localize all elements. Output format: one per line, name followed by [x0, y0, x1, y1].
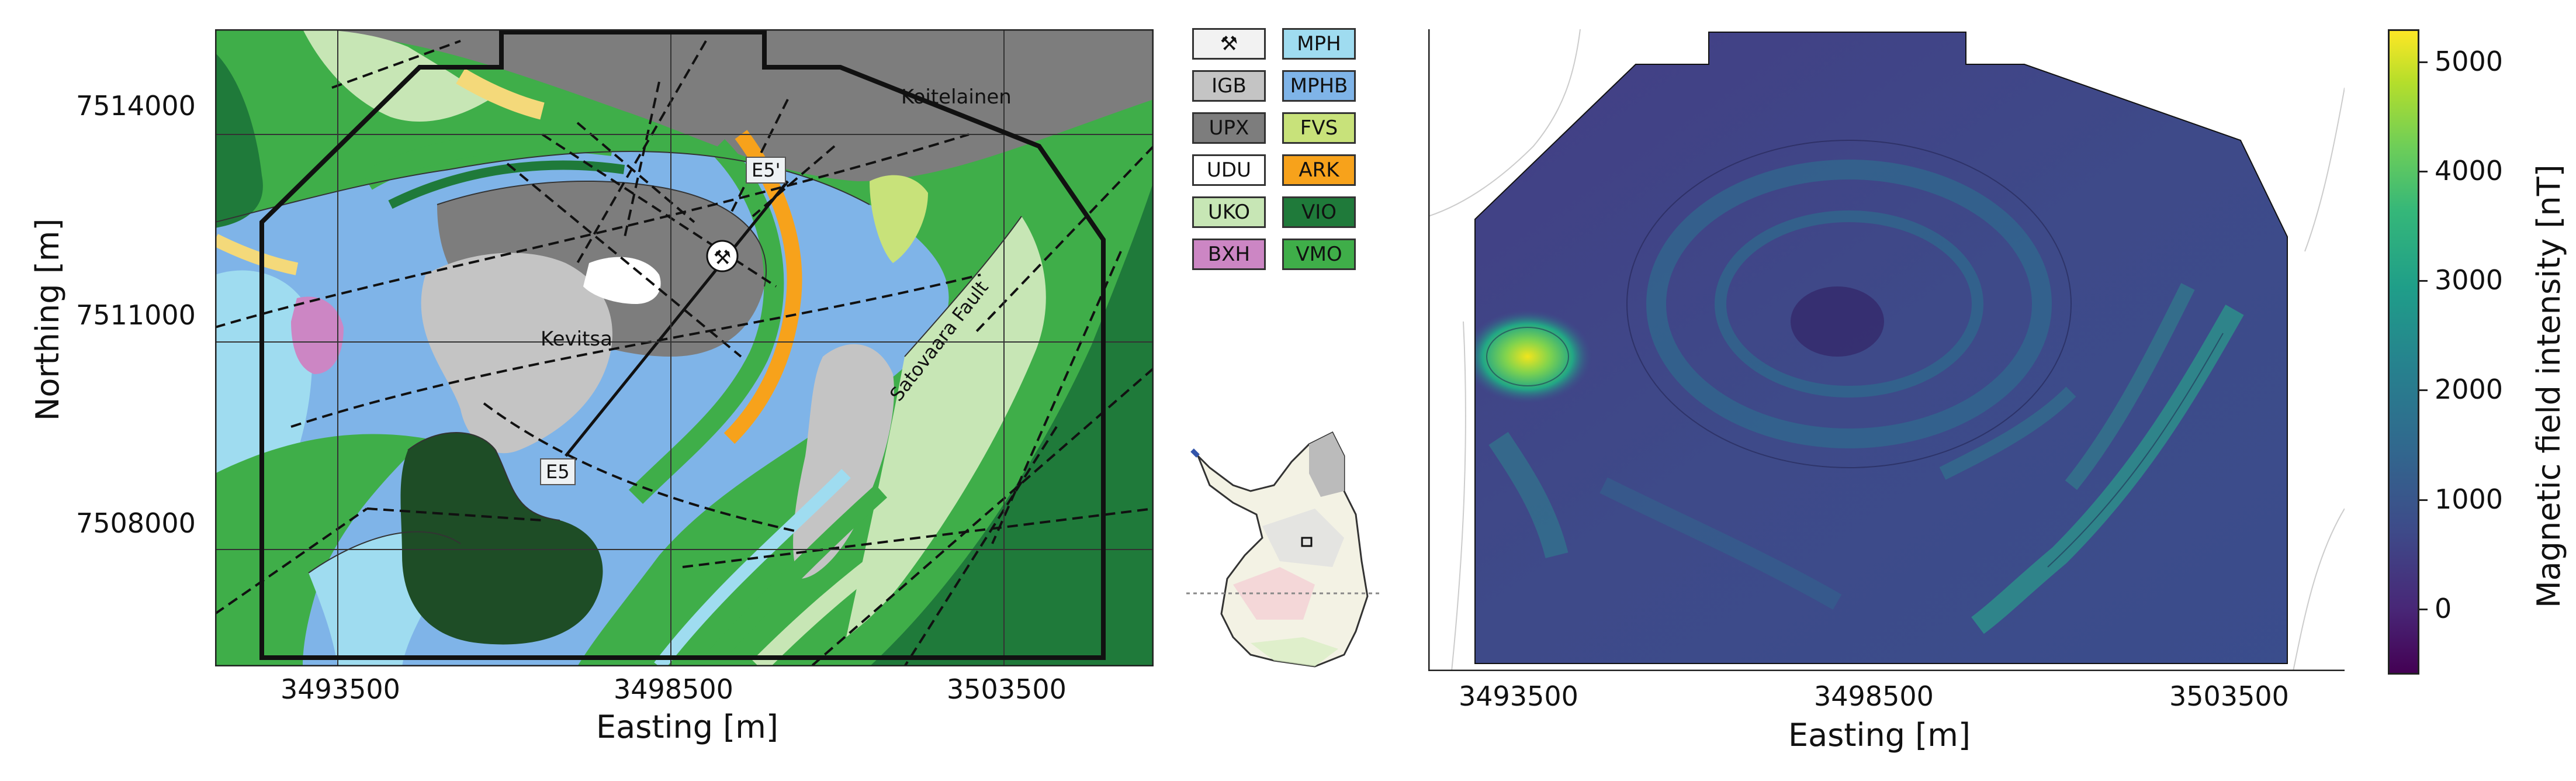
colorbar-tick-label: 1000 — [2435, 483, 2504, 515]
geology-y-tick: 7511000 — [76, 299, 196, 331]
geology-y-tick: 7508000 — [76, 507, 196, 539]
magnetic-survey-boundary — [1474, 32, 2288, 664]
unit-yellow-strip — [456, 68, 545, 120]
legend-item-upx: UPX — [1192, 112, 1266, 144]
fault-lines — [215, 40, 1154, 666]
magnetic-map — [1428, 29, 2345, 671]
magnetic-field-surface — [1475, 32, 2287, 663]
unit-uko-strip — [752, 542, 899, 666]
finland-region-green — [1251, 637, 1338, 666]
legend-item-ark: ARK — [1282, 154, 1356, 186]
colorbar-tick-mark — [2419, 280, 2428, 282]
geology-x-tick: 3503500 — [947, 673, 1067, 705]
colorbar-tick-mark — [2419, 389, 2428, 392]
unit-vmo-strip — [699, 484, 888, 666]
legend-item-igb: IGB — [1192, 70, 1266, 102]
legend: ⚒ MPH IGB MPHB UPX FVS UDU ARK UKO VIO BXH VMO — [1192, 28, 1362, 285]
legend-item-mphb: MPHB — [1282, 70, 1356, 102]
geology-x-axis-title: Easting [m] — [596, 709, 778, 745]
finland-region-pink — [1233, 567, 1315, 620]
unit-vmo-belt — [215, 434, 425, 666]
geology-x-tick: 3498500 — [614, 673, 733, 705]
svg-text:⚒: ⚒ — [714, 246, 731, 269]
legend-item-uko: UKO — [1192, 196, 1266, 228]
unit-vio-nw — [215, 53, 263, 228]
label-e5: E5 — [540, 458, 576, 485]
unit-yellow-strip-west — [215, 234, 299, 275]
unit-igb-east — [793, 344, 894, 579]
study-area-marker — [1301, 537, 1313, 547]
legend-item-vio: VIO — [1282, 196, 1356, 228]
colorbar-tick-mark — [2419, 499, 2428, 501]
colorbar-tick-label: 0 — [2435, 592, 2452, 624]
colorbar-tick-mark — [2419, 61, 2428, 64]
study-area-boundary — [259, 30, 1106, 660]
unit-fvs — [870, 175, 928, 263]
unit-mph-strip — [654, 469, 851, 666]
magnetic-x-tick: 3503500 — [2169, 680, 2289, 712]
mine-icon: ⚒ — [706, 240, 739, 272]
label-kevitsa: Kevitsa — [541, 327, 612, 351]
colorbar-tick-label: 2000 — [2435, 374, 2504, 406]
colorbar — [2388, 29, 2419, 675]
colorbar-label: Magnetic field intensity [nT] — [2530, 164, 2567, 608]
unit-vio-main — [400, 433, 603, 645]
map-gridlines — [215, 29, 1154, 666]
unit-udu — [583, 257, 661, 304]
colorbar-tick-label: 3000 — [2435, 264, 2504, 296]
legend-item-mph: MPH — [1282, 28, 1356, 60]
colorbar-tick-mark — [2419, 171, 2428, 173]
colorbar-tick-mark — [2419, 608, 2428, 610]
legend-item-fvs: FVS — [1282, 112, 1356, 144]
unit-vmo-ring — [362, 132, 614, 190]
label-koitelainen: Koitelainen — [901, 85, 1012, 109]
finland-region-grey — [1309, 433, 1344, 497]
background-lines — [1428, 29, 2345, 671]
unit-vio-se — [870, 181, 1154, 666]
colorbar-tick-label: 5000 — [2435, 46, 2504, 78]
label-e5-prime: E5' — [746, 157, 787, 184]
mine-icon: ⚒ — [1192, 28, 1266, 60]
geology-y-tick: 7514000 — [76, 90, 196, 122]
unit-uko-north — [303, 29, 490, 122]
geology-x-tick: 3493500 — [281, 673, 400, 705]
unit-uko — [846, 216, 1046, 637]
geology-y-axis-title: Northing [m] — [29, 218, 66, 421]
magnetic-x-tick: 3493500 — [1459, 680, 1578, 712]
unit-vmo-ring — [628, 139, 784, 504]
legend-item-bxh: BXH — [1192, 239, 1266, 270]
finland-northwest-arm — [1190, 448, 1200, 458]
magnetic-x-axis-title: Easting [m] — [1788, 717, 1971, 754]
geology-map: ⚒ — [215, 29, 1154, 666]
finland-inset-map — [1186, 431, 1379, 668]
unit-igb — [421, 253, 612, 454]
colorbar-tick-label: 4000 — [2435, 155, 2504, 187]
section-line-e5 — [565, 180, 789, 457]
legend-item-udu: UDU — [1192, 154, 1266, 186]
magnetic-x-tick: 3498500 — [1814, 680, 1934, 712]
colorbar-ticks: 5000 4000 3000 2000 1000 0 — [2419, 29, 2536, 675]
unit-bxh — [291, 296, 344, 374]
legend-item-vmo: VMO — [1282, 239, 1356, 270]
